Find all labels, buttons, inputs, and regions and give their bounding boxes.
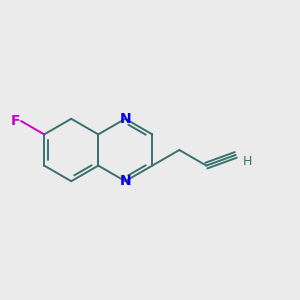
Text: N: N: [119, 112, 131, 126]
Text: N: N: [119, 174, 131, 188]
Text: F: F: [11, 114, 20, 128]
Text: H: H: [242, 155, 252, 168]
